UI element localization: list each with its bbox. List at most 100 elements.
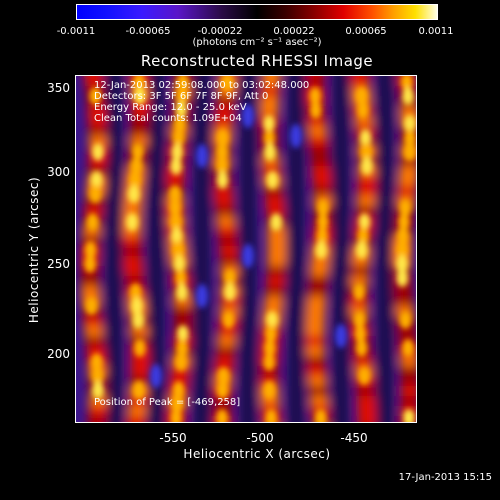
negative-region — [242, 104, 254, 128]
emission-core — [314, 409, 327, 422]
emission-core — [359, 129, 372, 147]
emission-core — [355, 241, 368, 259]
emission-band — [214, 116, 233, 128]
emission-band — [166, 176, 185, 188]
emission-core — [397, 213, 410, 231]
emission-band — [87, 106, 106, 118]
emission-band — [261, 86, 280, 98]
emission-core — [263, 115, 276, 133]
emission-band — [306, 306, 325, 318]
dark-band — [287, 76, 305, 422]
emission-core — [172, 381, 185, 399]
emission-core — [264, 325, 277, 343]
emission-band — [85, 76, 103, 88]
emission-band — [260, 106, 279, 118]
y-tick-label: 250 — [47, 257, 70, 271]
image-plot — [75, 75, 417, 423]
emission-band — [260, 366, 279, 378]
emission-core — [130, 297, 143, 315]
emission-band — [215, 356, 234, 368]
emission-core — [315, 241, 328, 259]
emission-band — [350, 276, 369, 288]
dark-band — [332, 76, 350, 422]
colorbar — [76, 4, 438, 20]
emission-band — [123, 206, 142, 218]
emission-core — [127, 185, 140, 203]
emission-core — [356, 101, 369, 119]
emission-band — [308, 376, 327, 388]
emission-core — [357, 227, 370, 245]
emission-core — [360, 143, 373, 161]
emission-core — [309, 101, 322, 119]
emission-band — [266, 206, 285, 218]
emission-core — [176, 325, 189, 343]
emission-band — [307, 296, 326, 308]
emission-band — [264, 186, 283, 198]
emission-core — [355, 87, 368, 105]
emission-band — [126, 416, 145, 422]
emission-band — [127, 406, 146, 418]
emission-band — [267, 226, 286, 238]
emission-core — [396, 255, 409, 273]
emission-core — [263, 339, 276, 357]
x-tick-label: -450 — [340, 431, 368, 445]
emission-core — [216, 143, 229, 161]
emission-band — [351, 256, 370, 268]
emission-band — [309, 386, 328, 398]
emission-core — [396, 269, 409, 287]
emission-core — [316, 227, 329, 245]
emission-band — [306, 336, 325, 348]
emission-core — [176, 339, 189, 357]
emission-core — [133, 339, 146, 357]
emission-core — [216, 409, 229, 422]
emission-core — [403, 143, 416, 161]
emission-band — [219, 246, 238, 258]
emission-core — [174, 269, 187, 287]
emission-band — [130, 126, 149, 138]
emission-band — [216, 346, 235, 358]
emission-band — [400, 396, 416, 408]
x-axis-label: Heliocentric X (arcsec) — [183, 447, 331, 461]
emission-core — [266, 171, 279, 189]
emission-core — [175, 353, 188, 371]
emission-core — [263, 353, 276, 371]
emission-band — [213, 396, 232, 408]
emission-band — [83, 316, 102, 328]
dark-band — [147, 76, 165, 422]
emission-band — [81, 276, 100, 288]
emission-band — [311, 256, 330, 268]
emission-core — [223, 283, 236, 301]
negative-region — [196, 144, 208, 168]
emission-core — [132, 311, 145, 329]
emission-core — [402, 339, 415, 357]
emission-band — [266, 276, 285, 288]
emission-core — [126, 213, 139, 231]
emission-band — [350, 296, 369, 308]
method-counts-label: Clean Total counts: 1.09E+04 — [94, 113, 242, 124]
emission-core — [263, 381, 276, 399]
emission-band — [399, 166, 416, 178]
emission-band — [260, 396, 279, 408]
emission-band — [88, 126, 107, 138]
negative-region — [150, 364, 162, 388]
emission-band — [88, 396, 107, 408]
emission-core — [90, 171, 103, 189]
emission-band — [357, 196, 376, 208]
emission-core — [316, 213, 329, 231]
emission-band — [173, 306, 192, 318]
peak-position-label: Position of Peak = [-469,258] — [94, 397, 241, 408]
emission-band — [309, 276, 328, 288]
y-tick-label: 300 — [47, 165, 70, 179]
emission-band — [400, 356, 416, 368]
emission-core — [264, 143, 277, 161]
emission-band — [306, 326, 325, 338]
negative-region — [290, 124, 302, 148]
emission-core — [216, 129, 229, 147]
emission-core — [173, 115, 186, 133]
emission-band — [218, 236, 237, 248]
emission-band — [124, 266, 143, 278]
emission-band — [88, 416, 107, 422]
emission-core — [175, 101, 188, 119]
emission-band — [357, 406, 376, 418]
emission-core — [133, 87, 146, 105]
